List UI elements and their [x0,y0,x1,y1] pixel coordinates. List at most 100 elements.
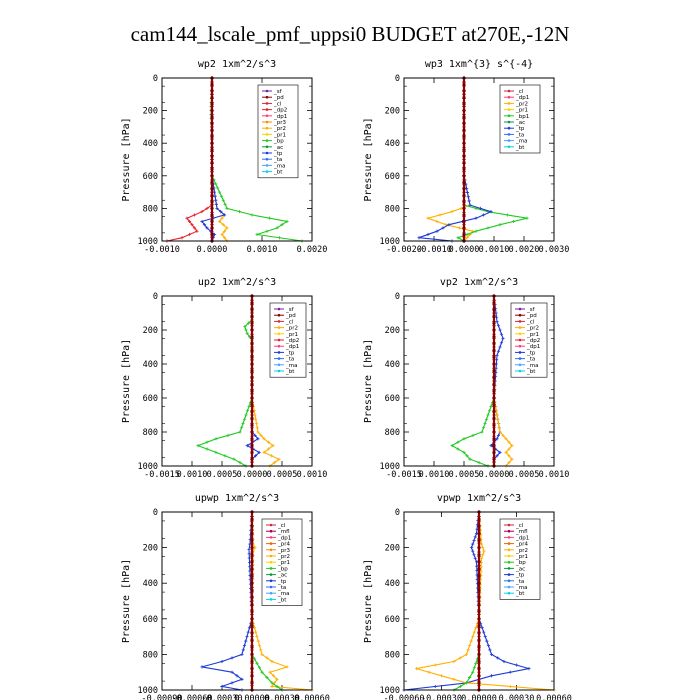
legend-label: _cl [273,101,282,107]
zero-profile-point [477,517,481,521]
legend-marker [277,363,281,367]
zero-profile-point [250,538,254,543]
zero-profile-point [250,396,254,400]
zero-profile-point [250,457,254,461]
y-axis-label: Pressure [hPa] [121,339,132,423]
legend-label: _bt [277,597,287,603]
zero-profile-point [477,645,481,649]
legend-marker [518,363,522,367]
zero-profile-point [492,430,496,434]
zero-profile-point [210,180,214,184]
plot-frame [403,295,555,467]
zero-profile-point [210,95,214,100]
zero-profile-point [250,631,254,635]
zero-profile-point [477,546,481,550]
legend-marker [518,338,522,342]
panel-4: vp2 1xm^2/s^3 Pressure [hPa] 0 200 400 600 800… [363,277,569,480]
zero-profile-point [250,382,254,386]
y-tick-label: 600 [385,172,400,182]
legend-marker [518,320,522,323]
legend-marker [518,307,522,311]
legend-label: _pr1 [526,332,539,338]
zero-profile-point [477,681,481,685]
y-axis-label: Pressure [hPa] [363,339,374,423]
zero-profile-point [462,82,466,87]
legend-label: _pr3 [277,548,291,554]
zero-profile-point [477,553,481,557]
y-tick-label: 200 [385,107,400,117]
y-tick-label: 400 [385,139,400,149]
legend-marker [507,89,511,93]
zero-profile-point [250,567,254,571]
zero-profile-point [210,122,214,126]
zero-profile-point [250,667,254,671]
x-tick-label: 0.0010 [297,470,328,480]
y-tick-label: 0 [395,508,400,518]
zero-profile-point [462,115,466,119]
x-tick-label: 0.0000 [197,245,228,255]
zero-profile-point [492,376,496,380]
zero-profile-point [210,128,214,132]
legend: _sf_pd_cl_pr2_pr1_dp2_dp1_tp_ta_ma_bt [510,302,548,378]
zero-profile-point [250,450,254,454]
legend-marker [265,95,269,99]
legend-marker [277,338,281,342]
zero-profile-point [477,674,481,678]
x-tick-label: 0.0005 [207,470,238,480]
zero-profile-point [462,193,466,197]
zero-profile-point [462,109,466,113]
zero-profile-point [250,624,254,628]
zero-profile-point [210,148,214,152]
legend-marker [265,139,269,142]
zero-profile-point [210,226,214,230]
zero-profile-point [477,667,481,671]
y-tick-label: 1000 [138,686,158,696]
zero-profile-point [250,301,254,305]
legend-marker [507,108,511,111]
legend-label: _ta [277,585,286,591]
legend-marker [269,591,273,595]
legend-marker [507,139,511,142]
zero-profile-point [250,308,254,312]
legend-label: _ta [273,157,282,163]
legend-label: _ac [273,145,283,151]
legend-marker [265,164,269,167]
legend-label: _dp2 [273,108,287,114]
legend: _cl_mfl_dp1_pr4_pr2_pr1_bp_ac_tp_ta_ma_b… [499,518,541,600]
legend-label: _tp [526,350,536,356]
zero-profile-point [477,538,481,543]
zero-profile-point [250,444,254,448]
zero-profile-point [250,389,254,393]
legend-label: _cl [285,319,294,325]
legend-label: _bt [273,170,283,176]
plot-frame [161,77,313,242]
legend-label: _mfl [515,529,528,535]
x-tick-label: -0.00060 [384,694,425,700]
legend-label: _tp [515,126,525,132]
plot-frame [161,295,313,467]
panel-title: wp3 1xm^{3} s^{-4} [425,59,533,70]
zero-profile-point [492,382,496,386]
legend-marker [507,133,511,136]
legend-marker [269,548,273,552]
zero-profile-point [492,396,496,400]
zero-profile-point [477,602,481,607]
zero-profile-point [492,321,496,325]
plot-frame [403,511,555,691]
y-tick-label: 1000 [380,686,400,696]
series-line-dp2 [166,78,213,242]
legend-label: _ta [285,357,294,363]
legend-marker [277,320,281,323]
zero-profile-point [210,82,214,87]
panel-3: up2 1xm^2/s^3 Pressure [hPa] 0 200 400 600 800… [121,277,327,480]
legend-label: _ma [285,363,297,369]
legend-marker [265,108,269,111]
legend-label: _pr1 [273,132,286,138]
zero-profile-point [210,206,214,210]
legend-box [499,84,541,154]
legend-marker [518,369,522,373]
zero-profile-point [492,328,496,332]
legend-marker [265,120,269,124]
legend: _sf_pd_cl_dp2_dp1_pr3_pr2_pr1_bp_ac_tp_t… [257,84,299,179]
legend-marker [265,151,269,155]
